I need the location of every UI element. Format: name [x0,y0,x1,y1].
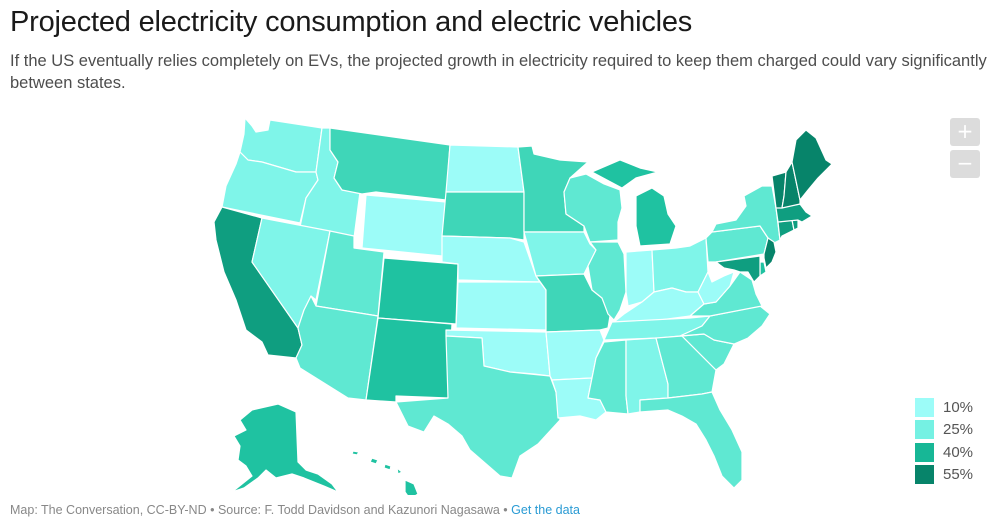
separator: • [499,503,512,517]
state-maryland[interactable] [715,255,761,283]
state-hawaii[interactable] [351,450,419,495]
source-credit: Source: F. Todd Davidson and Kazunori Na… [217,503,500,517]
state-new-jersey[interactable] [763,237,777,269]
state-montana[interactable] [329,127,451,201]
state-kansas[interactable] [455,281,547,331]
state-wisconsin[interactable] [563,173,623,243]
state-ohio[interactable] [651,237,709,293]
legend-swatch [915,397,934,417]
state-alaska[interactable] [231,403,339,493]
state-florida[interactable] [639,391,743,489]
state-illinois[interactable] [587,241,627,321]
map-credit: Map: The Conversation, CC-BY-ND [10,503,207,517]
legend-swatch [915,442,934,462]
get-the-data-link[interactable]: Get the data [511,503,580,517]
state-connecticut[interactable] [777,219,795,241]
state-west-virginia[interactable] [697,271,735,305]
state-colorado[interactable] [377,257,459,325]
legend: 10% 25% 40% 55% [915,396,973,486]
state-michigan[interactable] [591,159,677,247]
state-maine[interactable] [791,129,833,201]
zoom-out-button[interactable]: − [950,150,980,178]
legend-label: 55% [943,466,974,484]
legend-item: 55% [915,464,973,487]
state-iowa[interactable] [523,231,597,277]
legend-item: 10% [915,396,973,419]
zoom-in-button[interactable]: + [950,118,980,146]
state-north-dakota[interactable] [445,144,525,193]
state-texas[interactable] [395,335,561,479]
state-north-carolina[interactable] [679,305,771,345]
state-wyoming[interactable] [361,194,447,257]
page-title: Projected electricity consumption and el… [10,6,693,38]
legend-label: 40% [943,443,974,461]
page-subtitle: If the US eventually relies completely o… [10,52,987,92]
legend-swatch [915,465,934,485]
separator: • [206,503,218,517]
state-new-mexico[interactable] [365,317,453,403]
state-south-dakota[interactable] [441,191,525,241]
legend-swatch [915,420,934,440]
us-choropleth-map [213,117,833,495]
state-massachusetts[interactable] [775,203,813,223]
footer: Map: The Conversation, CC-BY-ND • Source… [10,503,580,517]
legend-item: 40% [915,441,973,464]
legend-label: 25% [943,421,974,439]
state-missouri[interactable] [535,273,611,333]
legend-item: 25% [915,419,973,442]
legend-label: 10% [943,398,974,416]
